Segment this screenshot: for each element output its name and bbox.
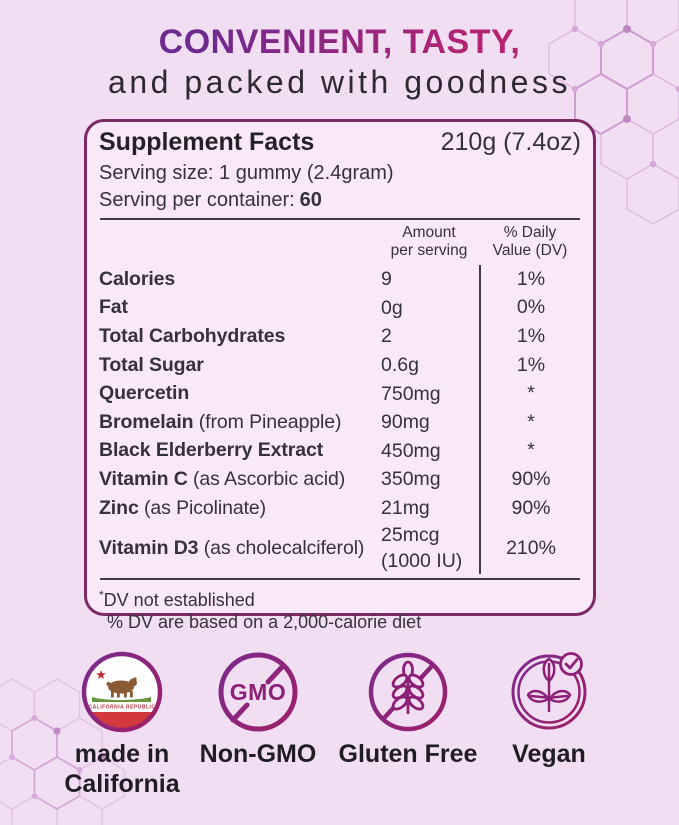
badge-gluten-free: Gluten Free	[320, 650, 496, 769]
serving-size: Serving size: 1 gummy (2.4gram)	[99, 162, 394, 184]
facts-table: Calories 9 1% Fat 0g 0% Total Carbohydrates 2 1%…	[99, 265, 581, 575]
svg-text:CALIFORNIA REPUBLIC: CALIFORNIA REPUBLIC	[88, 705, 155, 711]
fact-row: Calories 9 1%	[99, 265, 581, 294]
badge-label-non-gmo: Non-GMO	[199, 740, 317, 768]
hexagon-pattern-bottom-left-icon	[0, 678, 126, 825]
amount-column-header: Amount per serving	[390, 224, 468, 259]
fact-row: Bromelain (from Pineapple) 90mg *	[99, 407, 581, 437]
svg-text:GMO: GMO	[230, 679, 286, 705]
fact-row: Zinc (as Picolinate) 21mg 90%	[99, 493, 581, 523]
servings-per-container-value: 60	[299, 189, 322, 211]
divider-top	[100, 218, 580, 220]
badge-label-gluten-free: Gluten Free	[338, 740, 478, 768]
fact-row: Total Sugar 0.6g 1%	[99, 350, 581, 380]
net-weight: 210g (7.4oz)	[440, 128, 581, 156]
no-wheat-icon	[368, 652, 448, 732]
supplement-facts-panel: Supplement Facts 210g (7.4oz) Serving si…	[84, 119, 596, 632]
fact-row: Total Carbohydrates 2 1%	[99, 322, 581, 351]
footnote-dv-not-established: *DV not established	[99, 588, 255, 611]
fact-row: Vitamin D3 (as cholecalciferol) 25mcg (100…	[99, 522, 581, 575]
fact-row: Black Elderberry Extract 450mg *	[99, 436, 581, 466]
california-flag-icon: CALIFORNIA REPUBLIC	[81, 651, 163, 733]
badge-label-made-in-california: made in California	[64, 740, 180, 798]
badge-non-gmo: GMO Non-GMO	[170, 650, 346, 769]
headline-accent: CONVENIENT, TASTY,	[158, 23, 521, 61]
facts-title: Supplement Facts	[99, 128, 315, 156]
badge-label-vegan: Vegan	[512, 740, 586, 768]
divider-bottom	[100, 578, 580, 581]
no-gmo-icon: GMO	[218, 652, 298, 732]
footnotes: *DV not established % DV are based on a …	[99, 584, 581, 633]
servings-per-container-label: Serving per container:	[99, 189, 295, 211]
vegan-leaf-check-icon	[511, 652, 587, 730]
hexagon-pattern-top-right-icon	[548, 0, 679, 225]
dv-column-header: % Daily Value (DV)	[492, 224, 568, 259]
footnote-calorie-diet: % DV are based on a 2,000-calorie diet	[107, 612, 422, 633]
headline: CONVENIENT, TASTY, and packed with goodn…	[0, 22, 679, 101]
fact-row: Vitamin C (as Ascorbic acid) 350mg 90%	[99, 465, 581, 494]
badge-vegan: Vegan	[461, 650, 637, 769]
servings-per-container: Serving per container: 60	[99, 187, 581, 214]
headline-sub: and packed with goodness	[108, 64, 571, 100]
fact-row: Fat 0g 0%	[99, 293, 581, 323]
facts-column-headers: Amount per serving % Daily Value (DV)	[99, 220, 581, 265]
fact-row: Quercetin 750mg *	[99, 379, 581, 408]
facts-header: Supplement Facts 210g (7.4oz)	[99, 128, 581, 160]
badge-made-in-california: CALIFORNIA REPUBLIC made in California	[34, 650, 210, 799]
